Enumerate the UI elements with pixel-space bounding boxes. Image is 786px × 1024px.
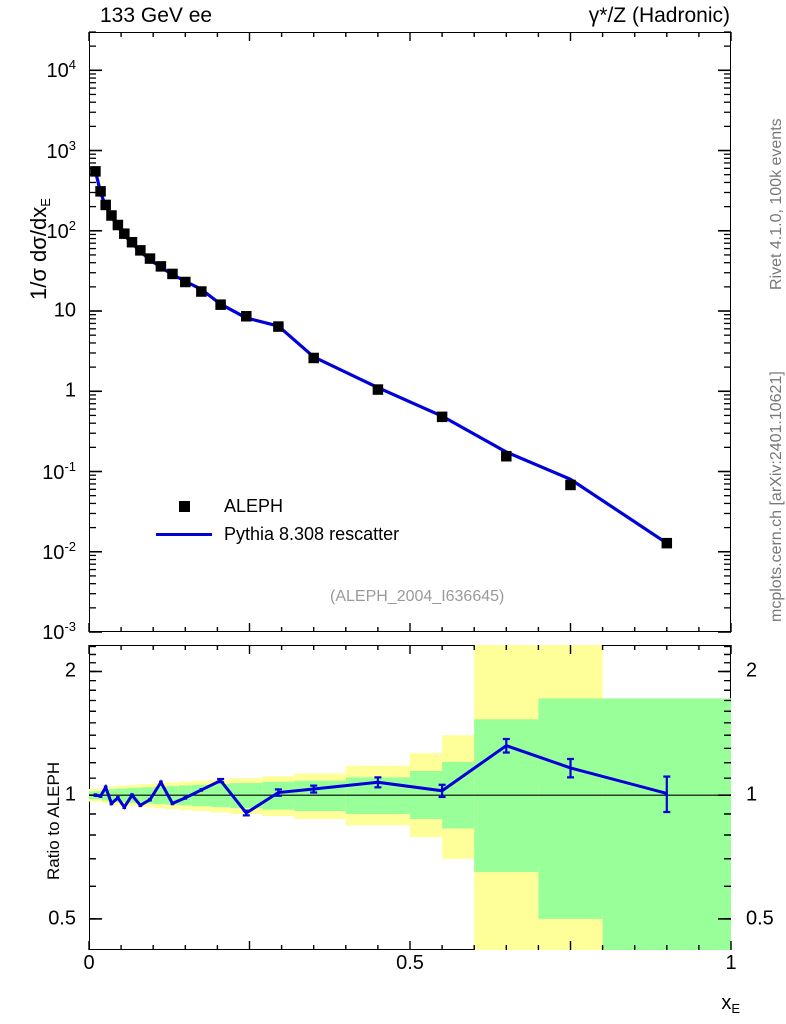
main-y-tick-label: 104 — [46, 57, 76, 83]
ratio-y-tick-labels-left: 2 1 0.5 — [0, 645, 84, 950]
mcplots-source-note: mcplots.cern.ch [arXiv:2401.10621] — [768, 371, 785, 622]
main-y-tick-label: 10-2 — [42, 538, 76, 564]
x-tick-label: 0.5 — [396, 952, 424, 974]
main-y-tick-label: 10-1 — [42, 458, 76, 484]
line-swatch-icon — [150, 532, 218, 536]
main-y-axis-label: 1/σ dσ/dxE — [26, 198, 53, 300]
legend-item-aleph: ALEPH — [150, 492, 399, 520]
square-marker-icon — [150, 500, 218, 512]
main-y-tick-label: 103 — [46, 137, 76, 163]
main-y-tick-label: 102 — [46, 217, 76, 243]
ratio-y-axis-label: Ratio to ALEPH — [44, 761, 63, 880]
ratio-y-tick-label: 1 — [746, 783, 758, 806]
legend: ALEPH Pythia 8.308 rescatter — [150, 492, 399, 548]
main-y-tick-labels: 104 103 102 10 1 10-1 10-2 10-3 — [0, 32, 84, 643]
x-tick-labels: 0 0.5 1 — [83, 952, 736, 982]
x-tick-label: 0 — [83, 952, 95, 974]
x-axis-label-text: x — [721, 992, 732, 1014]
header-process-label: γ*/Z (Hadronic) — [588, 4, 730, 27]
ratio-y-tick-label: 2 — [746, 659, 758, 682]
ratio-y-tick-label: 1 — [64, 783, 76, 806]
ratio-plot-panel — [89, 645, 731, 950]
x-axis-label: xE — [721, 992, 740, 1016]
main-y-tick-label: 10 — [53, 299, 76, 322]
main-y-tick-label: 1 — [64, 379, 76, 402]
x-tick-label: 1 — [725, 952, 737, 974]
x-axis-label-subscript: E — [731, 1001, 740, 1016]
legend-label-pythia: Pythia 8.308 rescatter — [224, 523, 400, 544]
ratio-y-tick-labels-right: 2 1 0.5 — [736, 645, 786, 950]
ratio-y-tick-label: 0.5 — [48, 907, 76, 930]
ratio-y-tick-label: 2 — [64, 659, 76, 682]
header-energy-label: 133 GeV ee — [100, 4, 213, 27]
y-axis-label-text: 1/σ dσ/dx — [26, 206, 51, 300]
legend-item-pythia: Pythia 8.308 rescatter — [150, 520, 399, 548]
ratio-y-tick-label: 0.5 — [746, 907, 774, 930]
legend-label-aleph: ALEPH — [224, 495, 284, 516]
main-y-tick-label: 10-3 — [42, 619, 76, 644]
rivet-version-note: Rivet 4.1.0, 100k events — [768, 118, 785, 290]
analysis-id-watermark: (ALEPH_2004_I636645) — [330, 588, 505, 605]
y-axis-label-subscript: E — [38, 198, 53, 207]
